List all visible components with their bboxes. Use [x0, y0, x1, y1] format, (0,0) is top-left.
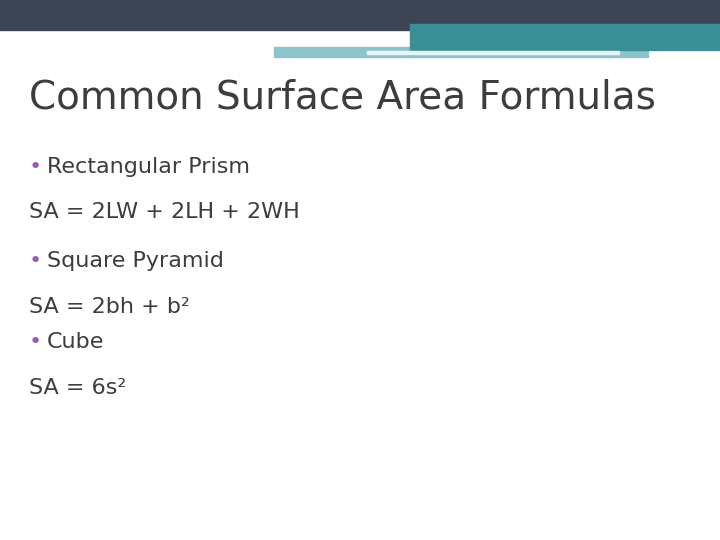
Bar	[0, 0, 720, 30]
Text: •: •	[29, 332, 42, 352]
Text: Rectangular Prism: Rectangular Prism	[47, 157, 250, 177]
Bar	[410, 24, 720, 50]
Text: •: •	[29, 251, 42, 271]
Text: SA = 6s²: SA = 6s²	[29, 378, 126, 398]
Text: SA = 2bh + b²: SA = 2bh + b²	[29, 297, 189, 317]
Text: Common Surface Area Formulas: Common Surface Area Formulas	[29, 78, 656, 116]
Bar	[367, 51, 619, 54]
Text: Cube: Cube	[47, 332, 104, 352]
Text: •: •	[29, 157, 42, 177]
Bar	[274, 47, 648, 57]
Text: Square Pyramid: Square Pyramid	[47, 251, 224, 271]
Text: SA = 2LW + 2LH + 2WH: SA = 2LW + 2LH + 2WH	[29, 202, 300, 222]
